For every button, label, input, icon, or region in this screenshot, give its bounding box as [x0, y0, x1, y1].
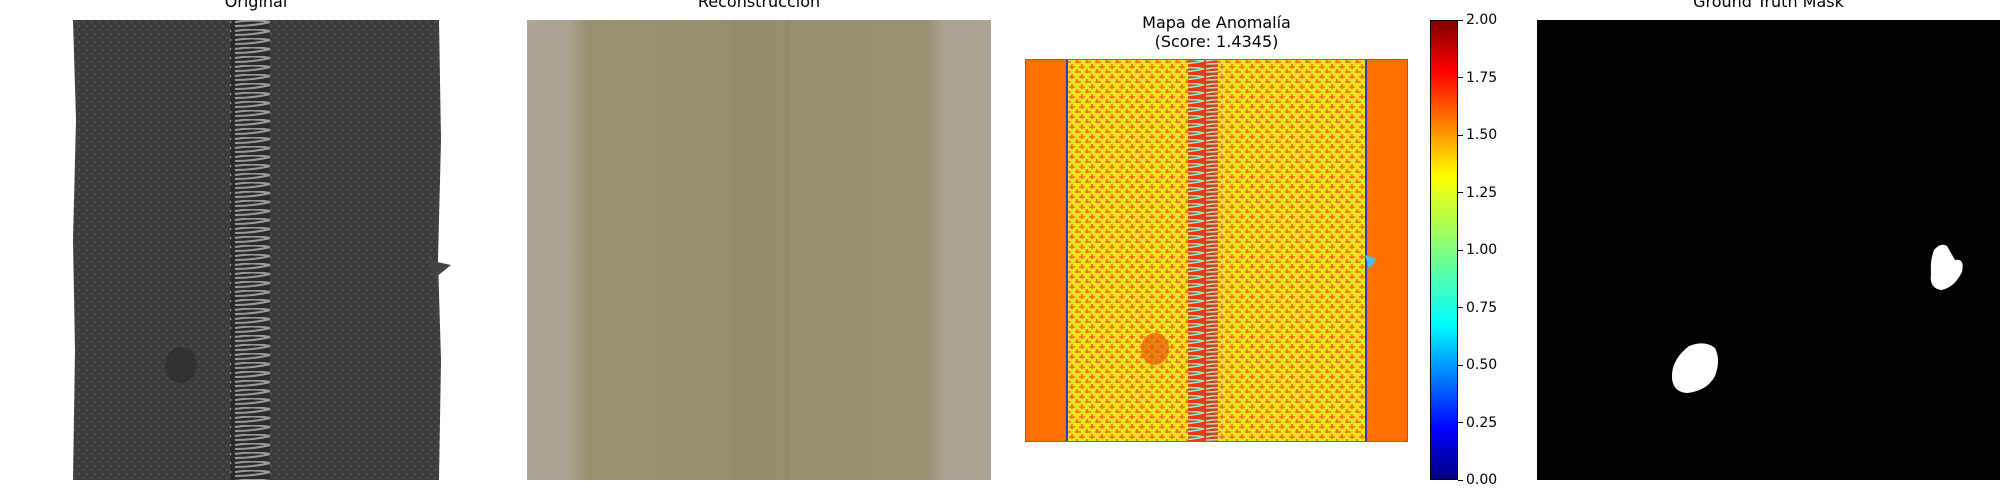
- colorbar-tick-label: 0.25: [1466, 414, 1498, 431]
- ground-truth-title: Ground Truth Mask: [1693, 0, 1844, 11]
- colorbar-tick-mark: [1458, 249, 1463, 251]
- colorbar-tick-mark: [1458, 422, 1463, 423]
- colorbar-tick-mark: [1458, 19, 1463, 21]
- colorbar-tick-label: 0.75: [1466, 299, 1498, 316]
- colorbar-tick-label: 2.00: [1466, 12, 1498, 28]
- anomaly-map-title: Mapa de Anomalía (Score: 1.4345): [1142, 13, 1291, 51]
- colorbar-tick-mark: [1458, 479, 1463, 481]
- ground-truth-image: [1537, 20, 2000, 480]
- colorbar-tick-label: 1.75: [1466, 69, 1498, 86]
- colorbar: [1430, 20, 1458, 480]
- colorbar-tick-label: 1.25: [1466, 184, 1498, 201]
- reconstruction-title: Reconstrucción: [697, 0, 821, 11]
- colorbar-tick-mark: [1458, 77, 1463, 78]
- original-title: Original: [224, 0, 288, 11]
- colorbar-tick-mark: [1458, 192, 1463, 193]
- colorbar-tick-mark: [1458, 364, 1463, 366]
- colorbar-tick-label: 0.50: [1466, 357, 1498, 373]
- colorbar-tick-mark: [1458, 134, 1463, 136]
- colorbar-tick-label: 1.00: [1466, 242, 1498, 258]
- reconstruction-image: [527, 20, 991, 480]
- anomaly-map-image: [1025, 59, 1408, 442]
- original-image: [73, 20, 463, 480]
- colorbar-tick-label: 0.00: [1466, 472, 1498, 488]
- colorbar-tick-mark: [1458, 307, 1463, 308]
- colorbar-tick-label: 1.50: [1466, 127, 1498, 143]
